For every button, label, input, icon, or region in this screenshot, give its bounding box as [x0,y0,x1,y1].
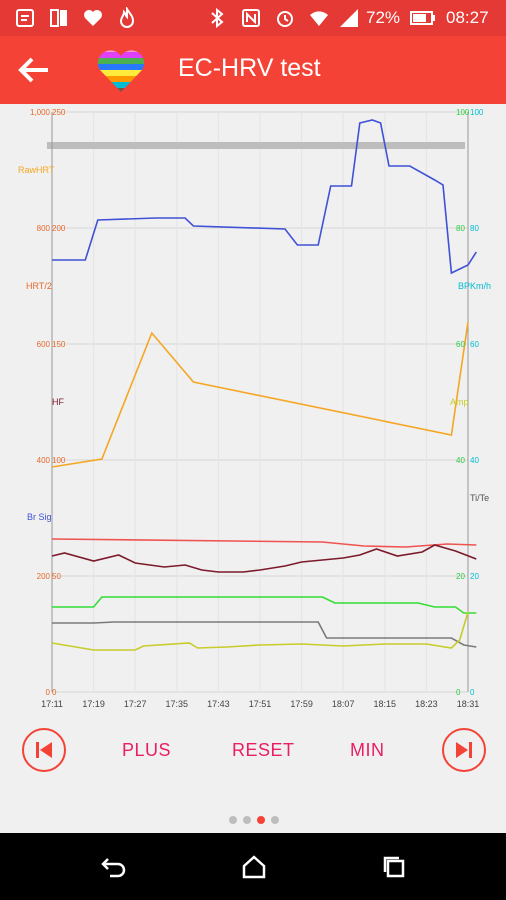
axis-label-hrt2: HRT/2 [26,281,52,291]
nfc-icon [242,9,260,27]
skip-previous-icon [36,742,52,758]
chart-grid [51,111,469,693]
series-line-red [51,538,477,548]
x-tick-label: 17:27 [124,699,147,709]
axis-label-raw-hrt: RawHRT [18,165,55,175]
axis-label-br-sig: Br Sig [27,512,52,522]
left-tick-label-a: 200 [37,572,51,581]
series-line-orange [51,321,469,468]
left-tick-label-b: 250 [52,108,66,117]
left-tick-label-b: 200 [52,224,66,233]
right-tick-label-b: 40 [470,456,479,465]
page-dot[interactable] [271,816,279,824]
alarm-icon [277,11,293,27]
right-tick-label-b: 100 [470,108,484,117]
right-tick-label-a: 20 [456,572,465,581]
page-dot[interactable] [243,816,251,824]
left-tick-label-a: 0 [46,688,51,697]
axis-label-titc: Ti/Te [470,493,489,503]
axis-label-bpm: BPKm/h [458,281,491,291]
right-tick-label-a: 0 [456,688,461,697]
arrow-left-icon[interactable] [14,50,54,90]
prev-button[interactable] [22,728,66,772]
right-tick-label-a: 60 [456,340,465,349]
sim-icon [50,9,67,27]
right-tick-label-a: 80 [456,224,465,233]
bluetooth-icon [211,7,224,29]
reset-button[interactable]: RESET [232,740,295,760]
x-tick-label: 17:11 [41,699,63,709]
skip-next-icon [456,742,472,758]
back-icon[interactable] [100,853,128,881]
right-tick-label-a: 40 [456,456,465,465]
message-icon [16,9,34,27]
x-tick-label: 17:35 [166,699,189,709]
heart-icon [84,10,102,26]
x-tick-label: 18:07 [332,699,355,709]
series-line-blue [52,119,477,275]
axis-label-hf: HF [52,397,64,407]
left-tick-label-a: 600 [37,340,51,349]
x-tick-label: 18:31 [457,699,480,709]
x-tick-label: 17:59 [290,699,313,709]
left-tick-label-b: 50 [52,572,61,581]
series-line-yellow [51,611,469,651]
home-icon[interactable] [240,853,268,881]
page-title: EC-HRV test [178,54,321,82]
page-dot-active[interactable] [257,816,265,824]
right-tick-label-b: 60 [470,340,479,349]
plus-button[interactable]: PLUS [122,740,172,760]
left-tick-label-b: 100 [52,456,66,465]
app-bar: EC-HRV test [0,36,506,104]
battery-percent: 72% [366,8,401,27]
fire-icon [119,7,135,28]
wifi-icon [310,11,328,26]
rainbow-heart-icon [97,50,145,93]
series-layer [51,119,477,651]
page-dot[interactable] [229,816,237,824]
left-tick-label-b: 0 [52,688,57,697]
reference-band [47,142,465,149]
left-tick-label-a: 800 [37,224,51,233]
recents-icon[interactable] [380,853,408,881]
page-indicator [0,812,506,832]
next-button[interactable] [442,728,486,772]
signal-icon [340,9,358,27]
series-line-green [52,596,477,614]
x-tick-label: 17:43 [207,699,230,709]
right-tick-label-b: 80 [470,224,479,233]
left-tick-label-a: 400 [37,456,51,465]
left-tick-label-b: 150 [52,340,66,349]
x-tick-label: 17:51 [249,699,272,709]
x-tick-label: 18:15 [374,699,397,709]
right-tick-label-b: 0 [470,688,475,697]
series-line-gray [52,621,477,648]
series-line-maroon [51,544,477,573]
clock: 08:27 [446,8,489,27]
controls: PLUS RESET MIN [0,716,506,826]
axis-label-amp: Amp [450,397,469,407]
status-bar: 72% 08:27 [0,0,506,36]
x-tick-label: 18:23 [415,699,438,709]
x-tick-label: 17:19 [82,699,105,709]
nav-bar [0,833,506,900]
min-button[interactable]: MIN [350,740,385,760]
right-tick-label-a: 100 [456,108,470,117]
left-tick-label-a: 1,000 [30,108,51,117]
battery-icon [410,11,435,25]
right-tick-label-b: 20 [470,572,479,581]
